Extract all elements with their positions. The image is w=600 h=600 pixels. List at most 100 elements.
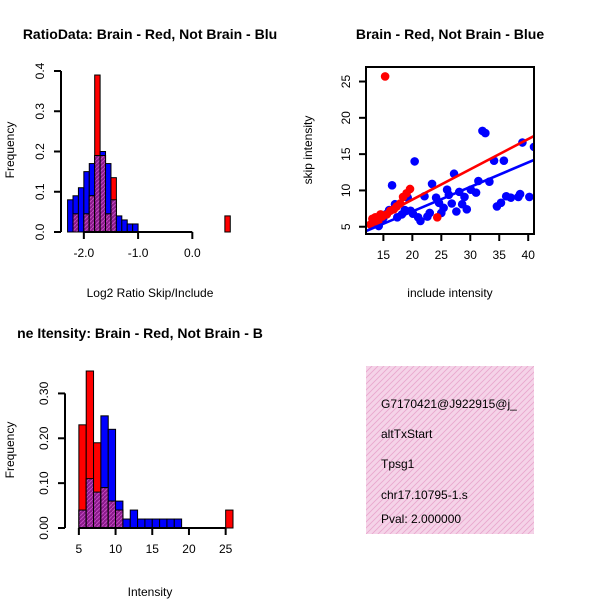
ratio-histogram-xlabel: Log2 Ratio Skip/Include bbox=[87, 286, 214, 300]
not-brain-point bbox=[427, 179, 437, 189]
y-tick-label: 25 bbox=[339, 75, 353, 89]
not-brain-point bbox=[439, 203, 448, 213]
overlap-bar bbox=[78, 509, 87, 529]
not-brain-bar bbox=[144, 518, 153, 529]
scatter-xlabel: include intensity bbox=[407, 286, 492, 300]
overlap-bar bbox=[105, 213, 112, 233]
y-tick-label: 15 bbox=[339, 147, 353, 161]
x-tick-label: 15 bbox=[377, 248, 391, 262]
x-tick-label: 20 bbox=[406, 248, 420, 262]
not-brain-point bbox=[481, 128, 490, 138]
x-tick-label: -1.0 bbox=[128, 246, 149, 260]
ratio-histogram-panel: RatioData: Brain - Red, Not Brain - Blu … bbox=[3, 26, 277, 300]
y-tick-label: 20 bbox=[339, 111, 353, 125]
ratio-histogram-bars bbox=[67, 74, 231, 233]
not-brain-point bbox=[447, 199, 457, 208]
not-brain-bar bbox=[77, 187, 85, 233]
brain-bar bbox=[225, 509, 234, 529]
not-brain-bar bbox=[67, 199, 74, 233]
not-brain-point bbox=[515, 189, 525, 199]
not-brain-point bbox=[425, 208, 435, 218]
overlap-bar bbox=[88, 195, 96, 233]
not-brain-point bbox=[452, 207, 461, 216]
x-tick-label: 0.0 bbox=[184, 246, 201, 260]
info-event-id: G7170421@J922915@j_ bbox=[381, 397, 517, 411]
brain-point bbox=[380, 72, 390, 81]
not-brain-bar bbox=[173, 518, 183, 529]
not-brain-point bbox=[471, 188, 481, 197]
x-tick-label: 40 bbox=[522, 248, 536, 262]
overlap-bar bbox=[110, 199, 117, 233]
y-tick-label: 10 bbox=[339, 183, 353, 197]
not-brain-point bbox=[416, 216, 425, 226]
scatter-title: Brain - Red, Not Brain - Blue bbox=[356, 26, 544, 42]
overlap-bar bbox=[107, 500, 117, 529]
scatter-frame bbox=[365, 66, 535, 235]
y-tick-label: 0.20 bbox=[37, 426, 51, 450]
overlap-bar bbox=[93, 491, 102, 529]
not-brain-bar bbox=[126, 223, 134, 233]
overlap-bar bbox=[99, 155, 107, 233]
not-brain-bar bbox=[132, 223, 139, 233]
y-tick-label: 0.4 bbox=[33, 62, 47, 79]
ratio-histogram-ylabel: Frequency bbox=[3, 122, 17, 179]
not-brain-point bbox=[525, 192, 534, 202]
x-tick-label: 30 bbox=[464, 248, 478, 262]
x-tick-label: 15 bbox=[146, 542, 160, 556]
scatter-plot-area: 15 20 25 30 35 40 5 10 15 20 25 bbox=[339, 66, 536, 262]
not-brain-point bbox=[410, 157, 419, 166]
y-tick-label: 0.30 bbox=[37, 381, 51, 405]
not-brain-point bbox=[387, 181, 397, 190]
info-gene-name: Tpsg1 bbox=[381, 457, 415, 471]
intensity-histogram-title: ne Itensity: Brain - Red, Not Brain - B bbox=[17, 325, 263, 341]
not-brain-point bbox=[499, 156, 509, 165]
not-brain-point bbox=[460, 192, 469, 202]
y-tick-label: 0.0 bbox=[33, 223, 47, 240]
x-tick-label: 10 bbox=[109, 542, 123, 556]
x-tick-label: 25 bbox=[219, 542, 233, 556]
not-brain-bar bbox=[166, 518, 175, 529]
overlap-bar bbox=[83, 213, 90, 233]
info-pval: Pval: 2.000000 bbox=[381, 512, 461, 526]
x-tick-label: 20 bbox=[182, 542, 196, 556]
brain-point bbox=[405, 184, 415, 194]
intensity-scatter-panel: Brain - Red, Not Brain - Blue 15 20 25 30 35… bbox=[301, 26, 544, 300]
not-brain-bar bbox=[121, 219, 128, 233]
y-tick-label: 0.10 bbox=[37, 471, 51, 495]
intensity-histogram-panel: ne Itensity: Brain - Red, Not Brain - B … bbox=[3, 325, 263, 599]
ratio-histogram-axes: -2.0 -1.0 0.0 0.0 0.1 0.2 0.3 0.4 bbox=[33, 62, 201, 260]
info-event-type: altTxStart bbox=[381, 427, 433, 441]
info-location: chr17.10795-1.s bbox=[381, 488, 468, 502]
overlap-bar bbox=[94, 155, 101, 233]
y-tick-label: 0.2 bbox=[33, 143, 47, 160]
not-brain-point bbox=[506, 193, 516, 202]
brain-fit-line bbox=[366, 134, 534, 225]
intensity-histogram-ylabel: Frequency bbox=[3, 422, 17, 479]
not-brain-bar bbox=[122, 518, 131, 529]
not-brain-point bbox=[529, 142, 534, 152]
intensity-histogram-xlabel: Intensity bbox=[128, 585, 173, 599]
x-tick-label: 5 bbox=[76, 542, 83, 556]
not-brain-bar bbox=[159, 518, 168, 529]
ratio-histogram-title: RatioData: Brain - Red, Not Brain - Blu bbox=[23, 26, 277, 42]
y-tick-label: 0.1 bbox=[33, 183, 47, 200]
x-tick-label: 25 bbox=[435, 248, 449, 262]
y-tick-label: 0.3 bbox=[33, 103, 47, 120]
not-brain-bar bbox=[137, 518, 146, 529]
intensity-histogram-bars bbox=[78, 370, 234, 529]
not-brain-point bbox=[462, 205, 472, 214]
not-brain-bar bbox=[129, 509, 139, 529]
x-tick-label: 35 bbox=[493, 248, 507, 262]
not-brain-fit-line bbox=[366, 158, 534, 233]
overlap-bar bbox=[115, 509, 124, 529]
info-box-panel: G7170421@J922915@j_ altTxStart Tpsg1 chr… bbox=[366, 366, 534, 534]
x-tick-label: -2.0 bbox=[74, 246, 95, 260]
overlap-bar bbox=[100, 487, 109, 529]
not-brain-point bbox=[496, 198, 506, 208]
not-brain-bar bbox=[115, 215, 123, 233]
info-box: G7170421@J922915@j_ altTxStart Tpsg1 chr… bbox=[366, 366, 534, 534]
brain-bar bbox=[224, 215, 231, 233]
scatter-marks bbox=[366, 72, 534, 233]
